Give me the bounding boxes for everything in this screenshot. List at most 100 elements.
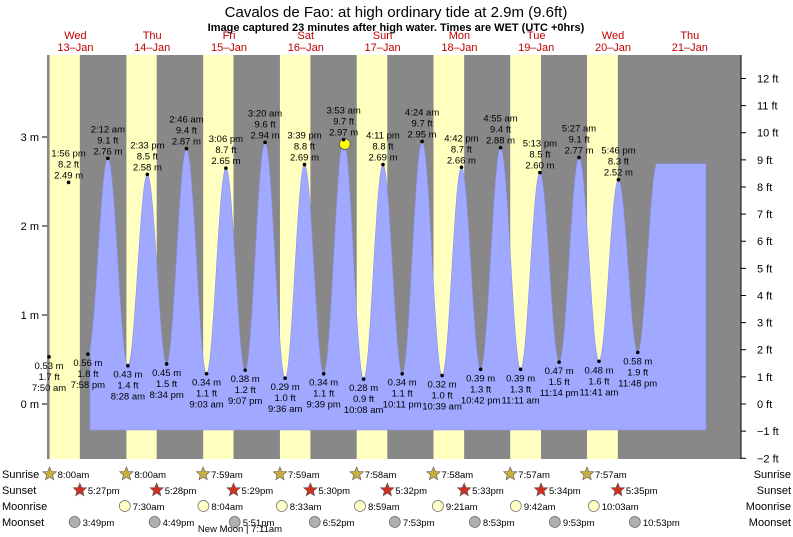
moonrise-time-label: 10:03am [602,502,639,513]
moonset-time-label: 4:49pm [163,518,195,529]
tide-height-ft-label: 9.6 ft [255,119,276,130]
left-tick-label: 2 m [21,221,39,233]
tide-extreme-point [263,140,267,145]
tide-extreme-point [145,172,150,177]
sunrise-time-label: 7:59am [288,470,320,481]
tide-extreme-point [635,350,640,355]
sunset-icon [149,482,165,497]
tide-extreme-point [321,371,326,376]
sunset-time-label: 5:30pm [318,486,350,497]
tide-height-ft-label: 1.3 ft [470,384,491,395]
tide-extreme-point [126,363,130,368]
sunrise-icon [502,466,518,481]
right-tick-label: 2 ft [757,345,772,357]
tide-extreme-point [440,373,444,378]
tide-extreme-point [498,145,503,150]
right-tick-label: 7 ft [757,209,772,221]
tide-time-label: 8:28 am [111,392,145,403]
tide-extreme-point [204,371,209,376]
moonrise-time-label: 8:04am [211,502,243,513]
sunrise-time-label: 7:58am [365,470,397,481]
right-tick-label: 8 ft [757,182,772,194]
sunrise-icon [426,466,441,481]
moonset-icon [148,516,161,528]
tide-extreme-point [361,377,366,381]
moonset-time-label: 9:53pm [563,518,595,529]
tide-time-label: 3:39 pm [287,131,321,142]
left-tick-label: 1 m [21,310,39,322]
tide-height-ft-label: 8.7 ft [451,144,472,155]
right-tick-label: −1 ft [757,426,779,438]
sunrise-icon [579,466,595,481]
daylight-band [49,55,80,459]
day-date-label: 13–Jan [57,42,93,54]
day-date-label: 19–Jan [518,42,554,54]
tide-time-label: 11:48 pm [618,378,657,389]
tide-height-ft-label: 1.8 ft [77,369,98,380]
sunset-row-label-right: Sunset [757,485,791,497]
tide-height-m-label: 2.69 m [368,153,397,164]
chart-title: Cavalos de Fao: at high ordinary tide at… [225,4,568,21]
tide-height-m-label: 0.53 m [35,361,64,372]
tide-extreme-point [224,166,228,170]
tide-height-ft-label: 1.3 ft [510,384,531,395]
tide-time-label: 11:14 pm [540,388,579,399]
right-axis-feet: 12 ft 11 ft 10 ft 9 ft 8 ft 7 ft 6 ft 5 ft 4 ft 3… [740,55,779,465]
tide-height-ft-label: 9.7 ft [333,117,354,128]
new-moon-label: New Moon | 7:11am [198,524,282,535]
tide-height-ft-label: 9.4 ft [490,125,511,136]
tide-extreme-point [400,371,404,376]
moonrise-icon [197,500,210,512]
tide-extreme-point [577,155,581,160]
tide-time-label: 2:46 am [169,115,203,126]
sunset-icon [302,482,318,497]
sunset-icon [379,482,395,497]
left-axis-meters: 3 m 2 m 1 m 0 m [21,132,47,411]
tide-time-label: 11:41 am [580,387,619,398]
tide-extreme-point [302,162,307,167]
right-tick-label: 9 ft [757,155,772,167]
day-name-label: Fri [223,30,236,42]
day-name-label: Thu [680,30,699,42]
tide-time-label: 4:42 pm [444,133,478,144]
tide-height-m-label: 0.47 m [545,366,574,377]
tide-height-m-label: 2.66 m [447,155,476,166]
right-tick-label: 12 ft [757,73,778,85]
tide-labels: 0.53 m1.7 ft7:50 am 1:56 pm8.2 ft2.49 m 0.… [32,106,657,416]
tide-height-m-label: 0.32 m [428,380,457,391]
tide-extreme-point [164,362,169,366]
tide-height-ft-label: 8.5 ft [137,151,158,162]
moonrise-icon [354,500,366,512]
event-row-labels: Sunrise Sunset Moonrise Moonset Sunrise … [2,469,791,529]
tide-time-label: 11:11 am [501,395,539,406]
sunset-time-label: 5:33pm [472,486,504,497]
tide-height-m-label: 0.39 m [466,373,495,384]
tide-time-label: 10:11 pm [383,400,422,411]
tide-height-m-label: 2.87 m [172,137,201,148]
tide-height-m-label: 0.34 m [309,378,338,389]
tide-extreme-point [478,367,483,372]
tide-height-ft-label: 8.8 ft [372,142,393,153]
tide-time-label: 5:46 pm [601,146,635,157]
sunset-time-label: 5:29pm [242,486,274,497]
moonrise-time-label: 7:30am [133,502,165,513]
tide-extreme-point [106,156,110,161]
tide-time-label: 10:42 pm [461,395,501,406]
tide-height-ft-label: 1.1 ft [313,389,334,400]
right-tick-label: 5 ft [757,263,772,275]
tide-height-m-label: 2.76 m [93,146,122,157]
tide-height-m-label: 2.95 m [408,129,437,140]
sunrise-time-label: 8:00am [58,470,90,481]
moonset-time-label: 5:51pm [243,518,275,529]
tide-time-label: 4:11 pm [366,131,400,142]
moonset-icon [308,516,321,528]
tide-extreme-point [184,146,189,151]
sunset-time-label: 5:28pm [165,486,197,497]
tide-extreme-point [86,352,90,356]
tide-height-m-label: 0.38 m [231,374,260,385]
tide-height-ft-label: 9.1 ft [97,135,118,146]
tide-height-ft-label: 1.2 ft [235,385,256,396]
right-tick-label: 6 ft [757,236,772,248]
sunrise-time-label: 7:59am [211,470,243,481]
